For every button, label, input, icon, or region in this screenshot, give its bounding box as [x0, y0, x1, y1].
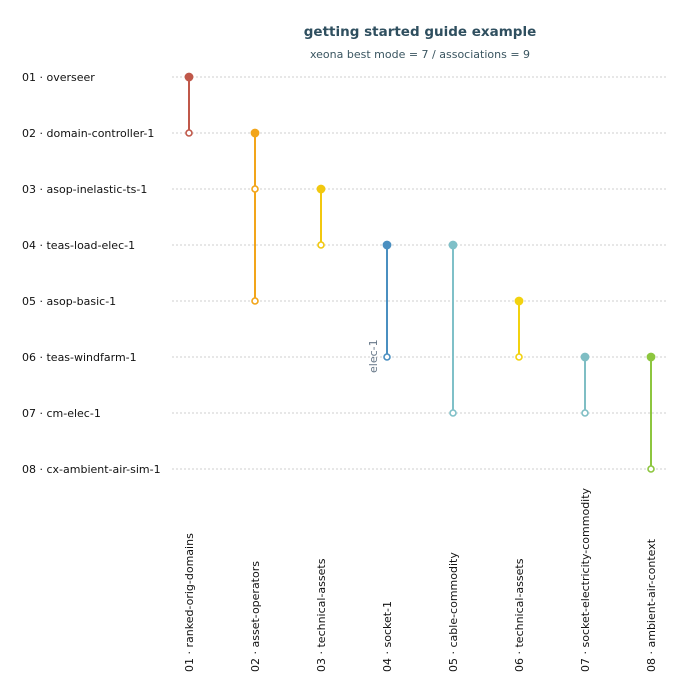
target-point: [251, 297, 259, 305]
association-link: [646, 352, 656, 473]
column-label: 08 · ambient-air-context: [645, 538, 658, 672]
row-label: 03 · asop-inelastic-ts-1: [22, 183, 147, 196]
column-label: 07 · socket-electricity-commodity: [579, 487, 592, 672]
row-label: 05 · asop-basic-1: [22, 295, 116, 308]
target-point: [383, 353, 391, 361]
target-point: [581, 409, 589, 417]
source-point: [382, 240, 392, 250]
row-label: 04 · teas-load-elec-1: [22, 239, 135, 252]
association-label: elec-1: [367, 339, 380, 373]
row-label: 07 · cm-elec-1: [22, 407, 101, 420]
column-label: 06 · technical-assets: [513, 558, 526, 672]
source-point: [448, 240, 458, 250]
target-point: [647, 465, 655, 473]
column-label: 05 · cable-commodity: [447, 552, 460, 672]
association-link: [514, 296, 524, 361]
association-link: [448, 240, 458, 417]
source-point: [646, 352, 656, 362]
diagram-subtitle: xeona best mode = 7 / associations = 9: [310, 48, 530, 61]
column-labels: 01 · ranked-orig-domains 02 · asset-opera…: [183, 487, 658, 672]
row-label: 08 · cx-ambient-air-sim-1: [22, 463, 161, 476]
row-label: 01 · overseer: [22, 71, 95, 84]
source-point: [514, 296, 524, 306]
source-point: [580, 352, 590, 362]
association-link: elec-1: [367, 240, 392, 373]
source-point: [184, 72, 194, 82]
row-labels: 01 · overseer 02 · domain-controller-1 03 …: [22, 71, 161, 476]
column-label: 02 · asset-operators: [249, 561, 262, 672]
association-link: [251, 185, 259, 193]
association-link: [316, 184, 326, 249]
column-label: 04 · socket-1: [381, 601, 394, 672]
association-link: [580, 352, 590, 417]
row-label: 02 · domain-controller-1: [22, 127, 154, 140]
source-point: [250, 128, 260, 138]
row-label: 06 · teas-windfarm-1: [22, 351, 137, 364]
target-point: [185, 129, 193, 137]
column-label: 03 · technical-assets: [315, 558, 328, 672]
association-link: [250, 128, 260, 305]
association-link: [184, 72, 194, 137]
target-point: [317, 241, 325, 249]
column-label: 01 · ranked-orig-domains: [183, 533, 196, 672]
grid-layer: [172, 76, 668, 470]
source-point: [316, 184, 326, 194]
target-point: [515, 353, 523, 361]
diagram-title: getting started guide example: [304, 24, 536, 40]
association-links: elec-1: [184, 72, 656, 473]
target-point: [449, 409, 457, 417]
source-point: [251, 185, 259, 193]
